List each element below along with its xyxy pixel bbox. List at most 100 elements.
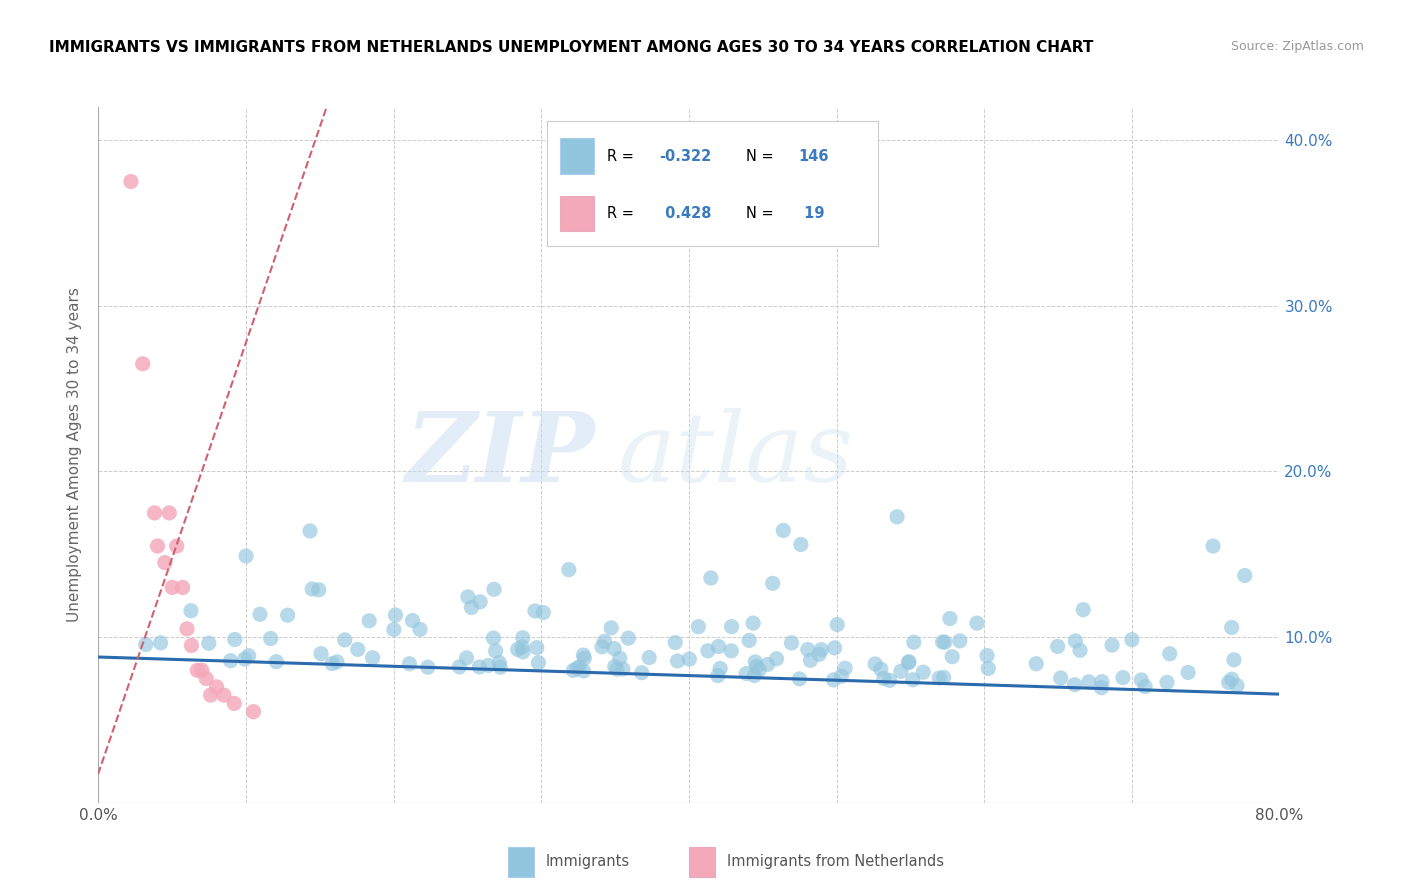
Point <box>308 582 330 597</box>
Point <box>277 608 299 623</box>
Point <box>233 652 256 666</box>
Point <box>976 648 998 663</box>
Point <box>720 619 742 633</box>
Point <box>780 636 803 650</box>
Point <box>264 655 287 669</box>
Point <box>789 672 811 686</box>
Point <box>120 175 142 189</box>
Point <box>449 660 471 674</box>
Point <box>1091 674 1114 689</box>
Point <box>558 563 581 577</box>
Point <box>333 632 356 647</box>
Point <box>977 661 1000 675</box>
Point <box>1077 674 1099 689</box>
Point <box>808 647 831 661</box>
Point <box>1101 638 1123 652</box>
Point <box>301 582 323 596</box>
Point <box>912 665 935 680</box>
Point <box>1112 671 1135 685</box>
Point <box>477 658 499 673</box>
Point <box>1223 653 1246 667</box>
Point <box>132 357 155 371</box>
Point <box>966 616 988 631</box>
Point <box>799 653 821 667</box>
Point <box>742 616 765 631</box>
Point <box>574 651 596 665</box>
Point <box>197 636 219 650</box>
Point <box>772 524 794 538</box>
Point <box>180 639 202 653</box>
Point <box>384 607 406 622</box>
Point <box>1159 647 1181 661</box>
Point <box>235 549 257 563</box>
Point <box>166 539 188 553</box>
Point <box>568 660 591 674</box>
Point <box>531 606 554 620</box>
Point <box>205 680 228 694</box>
Point <box>1220 620 1243 634</box>
Y-axis label: Unemployment Among Ages 30 to 34 years: Unemployment Among Ages 30 to 34 years <box>67 287 83 623</box>
Point <box>742 668 765 682</box>
Point <box>603 659 626 673</box>
Point <box>153 556 176 570</box>
Point <box>460 600 482 615</box>
Point <box>932 670 955 684</box>
Point <box>200 688 222 702</box>
Point <box>162 581 183 595</box>
Point <box>409 623 432 637</box>
Point <box>572 648 595 662</box>
Point <box>565 661 588 675</box>
Point <box>510 640 533 654</box>
Point <box>903 635 925 649</box>
Point <box>382 623 405 637</box>
Point <box>1121 632 1143 647</box>
Point <box>526 640 548 655</box>
Point <box>523 604 546 618</box>
Point <box>488 656 510 670</box>
Point <box>709 661 731 675</box>
Point <box>219 654 242 668</box>
Point <box>765 652 787 666</box>
Point <box>186 663 208 677</box>
Point <box>700 571 723 585</box>
Point <box>359 614 381 628</box>
Point <box>212 688 235 702</box>
Point <box>195 672 218 686</box>
Point <box>242 705 264 719</box>
Point <box>482 582 505 597</box>
Point <box>457 590 479 604</box>
Point <box>361 650 384 665</box>
Point <box>260 632 283 646</box>
Point <box>941 649 963 664</box>
Point <box>696 644 718 658</box>
Point <box>928 671 950 685</box>
Point <box>890 665 912 679</box>
Point <box>527 656 550 670</box>
Point <box>224 632 246 647</box>
Point <box>1046 640 1069 654</box>
Point <box>482 631 505 645</box>
Point <box>720 644 742 658</box>
Point <box>873 672 896 686</box>
Point <box>678 652 700 666</box>
Point <box>745 659 768 673</box>
Text: atlas: atlas <box>619 408 855 502</box>
Point <box>238 648 260 663</box>
Point <box>224 697 246 711</box>
Point <box>823 673 845 687</box>
Point <box>744 655 766 669</box>
Point <box>1025 657 1047 671</box>
Point <box>143 506 166 520</box>
Point <box>606 662 628 676</box>
Point <box>603 641 626 656</box>
Point <box>572 664 595 678</box>
Point <box>612 662 634 676</box>
Point <box>346 642 368 657</box>
Point <box>1220 672 1243 686</box>
Point <box>1226 679 1249 693</box>
Point <box>176 622 198 636</box>
Point <box>707 668 730 682</box>
Point <box>707 640 730 654</box>
Point <box>309 647 332 661</box>
Point <box>470 595 492 609</box>
